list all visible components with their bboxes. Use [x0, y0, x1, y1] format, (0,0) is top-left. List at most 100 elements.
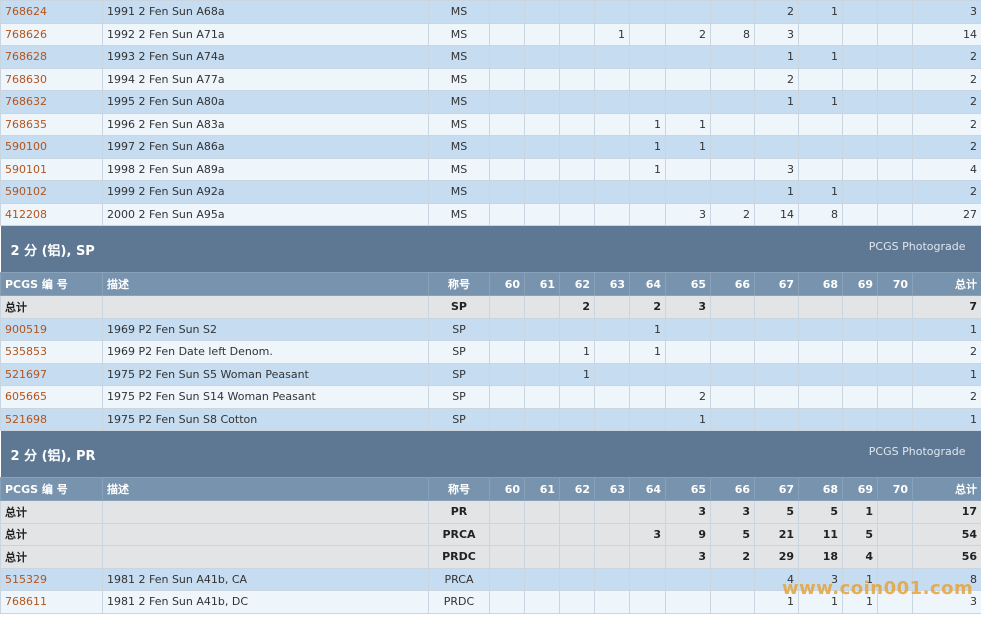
designation: MS: [428, 157, 490, 181]
designation: PRDC: [428, 545, 490, 569]
pcgs-number-link[interactable]: 768635: [0, 112, 103, 136]
column-header: 总计: [912, 272, 981, 296]
grade-count: 1: [842, 590, 878, 614]
coin-description: 1981 2 Fen Sun A41b, CA: [102, 567, 429, 591]
grade-count: [559, 22, 595, 46]
row-total: 2: [912, 135, 981, 159]
grade-count: [842, 22, 878, 46]
column-header: 67: [754, 272, 799, 296]
grade-total: 3: [629, 522, 666, 546]
row-total: 8: [912, 567, 981, 591]
grade-count: [559, 0, 595, 24]
photograde-link[interactable]: PCGS Photograde: [868, 239, 966, 253]
photograde-link[interactable]: PCGS Photograde: [868, 444, 966, 458]
grade-total: 3: [665, 295, 711, 319]
grade-count: [524, 590, 560, 614]
grade-total: 5: [842, 522, 878, 546]
grade-count: [524, 67, 560, 91]
grade-count: [559, 567, 595, 591]
table-row: 590102 1999 2 Fen Sun A92a MS 1 1 2: [0, 180, 981, 204]
grade-count: [559, 202, 595, 226]
grade-count: [489, 0, 525, 24]
grade-total: [524, 545, 560, 569]
grade-count: [877, 45, 913, 69]
grade-total: [842, 295, 878, 319]
column-header: 66: [710, 477, 755, 501]
grade-count: [594, 0, 630, 24]
pcgs-number-link[interactable]: 900519: [0, 317, 103, 341]
pcgs-number-link[interactable]: 590102: [0, 180, 103, 204]
grade-count: [489, 407, 525, 431]
pcgs-number-link[interactable]: 590101: [0, 157, 103, 181]
grade-count: [877, 317, 913, 341]
coin-description: 1991 2 Fen Sun A68a: [102, 0, 429, 24]
grade-count: [594, 135, 630, 159]
pcgs-number-link[interactable]: 535853: [0, 340, 103, 364]
pcgs-number-link[interactable]: 515329: [0, 567, 103, 591]
grade-count: [594, 45, 630, 69]
column-header: 69: [842, 272, 878, 296]
section-header-cell: PCGS Photograde 2 分 (铝), SP: [0, 225, 981, 273]
pcgs-number-link[interactable]: 768624: [0, 0, 103, 24]
grade-count: 3: [665, 202, 711, 226]
grade-count: 3: [754, 22, 799, 46]
pcgs-number-link[interactable]: 590100: [0, 135, 103, 159]
grade-count: [524, 22, 560, 46]
section-title: 2 分 (铝), SP: [10, 243, 95, 259]
grand-total: 54: [912, 522, 981, 546]
grade-total: 5: [710, 522, 755, 546]
column-header: 总计: [912, 477, 981, 501]
coin-description: 1998 2 Fen Sun A89a: [102, 157, 429, 181]
grade-count: [877, 0, 913, 24]
grade-count: [489, 202, 525, 226]
grade-total: [798, 295, 843, 319]
pcgs-number-link[interactable]: 768611: [0, 590, 103, 614]
grade-total: [594, 522, 630, 546]
grade-total: 3: [665, 500, 711, 524]
pcgs-number-link[interactable]: 768630: [0, 67, 103, 91]
designation: MS: [428, 202, 490, 226]
totals-row: 总计 PRCA 3 9 5 21 11 5 54: [0, 522, 981, 546]
grade-total: 9: [665, 522, 711, 546]
grade-total: [489, 500, 525, 524]
grade-count: [877, 202, 913, 226]
grade-count: [710, 385, 755, 409]
grade-total: 2: [710, 545, 755, 569]
pcgs-number-link[interactable]: 605665: [0, 385, 103, 409]
grade-count: [877, 22, 913, 46]
pcgs-number-link[interactable]: 521698: [0, 407, 103, 431]
grade-count: [489, 362, 525, 386]
grade-count: 8: [798, 202, 843, 226]
grade-total: 2: [629, 295, 666, 319]
empty-cell: [102, 295, 429, 319]
row-total: 2: [912, 385, 981, 409]
grade-count: [665, 67, 711, 91]
grade-count: 14: [754, 202, 799, 226]
grade-total: [629, 545, 666, 569]
grade-total: 5: [754, 500, 799, 524]
grade-count: 1: [798, 90, 843, 114]
pcgs-number-link[interactable]: 768632: [0, 90, 103, 114]
grade-total: [877, 295, 913, 319]
pcgs-number-link[interactable]: 768626: [0, 22, 103, 46]
pcgs-number-link[interactable]: 768628: [0, 45, 103, 69]
grade-count: [629, 385, 666, 409]
grade-count: [798, 135, 843, 159]
grade-count: [842, 202, 878, 226]
table-row: 768628 1993 2 Fen Sun A74a MS 1 1 2: [0, 45, 981, 69]
pcgs-number-link[interactable]: 412208: [0, 202, 103, 226]
column-header: 60: [489, 272, 525, 296]
column-header: 68: [798, 272, 843, 296]
grade-count: [877, 340, 913, 364]
grade-count: [594, 407, 630, 431]
column-header: PCGS 编 号: [0, 477, 103, 501]
empty-cell: [102, 500, 429, 524]
designation: MS: [428, 112, 490, 136]
grade-count: [842, 362, 878, 386]
coin-description: 1995 2 Fen Sun A80a: [102, 90, 429, 114]
grade-count: [629, 22, 666, 46]
column-header: 称号: [428, 477, 490, 501]
pcgs-number-link[interactable]: 521697: [0, 362, 103, 386]
grade-count: [489, 45, 525, 69]
row-total: 2: [912, 180, 981, 204]
